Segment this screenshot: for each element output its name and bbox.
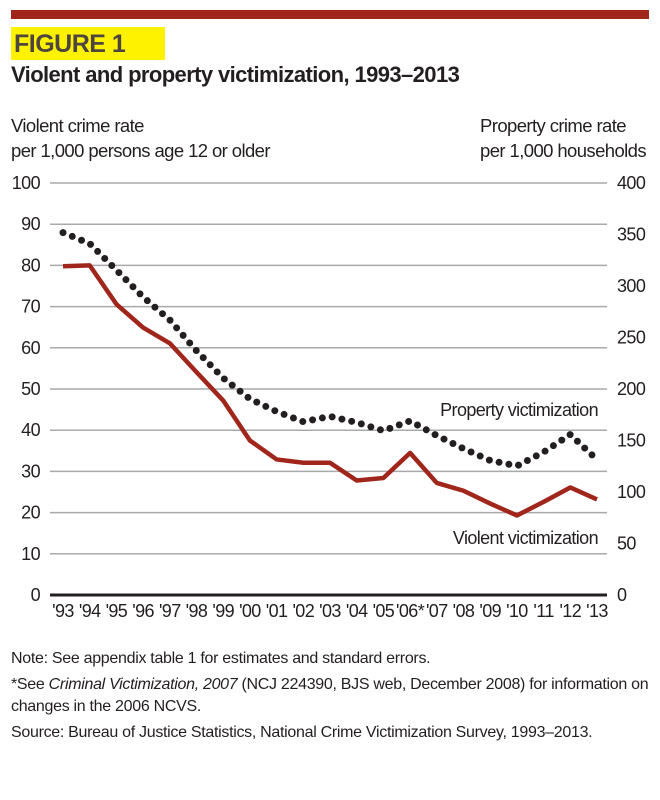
left-axis-label: Violent crime rate per 1,000 persons age… (11, 113, 271, 163)
x-tick-label: '05 (373, 601, 395, 621)
right-tick-label: 150 (617, 431, 646, 451)
x-tick-label: '96 (132, 601, 154, 621)
chart-title: Violent and property victimization, 1993… (11, 62, 460, 87)
right-tick-label: 200 (617, 379, 646, 399)
x-tick-label: '02 (292, 601, 314, 621)
right-tick-label: 250 (617, 328, 646, 348)
right-axis-label-line: per 1,000 households (480, 140, 647, 161)
left-axis-label-line: Violent crime rate (11, 115, 144, 136)
right-tick-label: 400 (617, 173, 646, 193)
x-tick-label: '07 (426, 601, 448, 621)
left-axis-label-line: per 1,000 persons age 12 or older (11, 140, 271, 161)
right-tick-label: 100 (617, 482, 646, 502)
x-tick-label: '94 (79, 601, 101, 621)
notes: Note: See appendix table 1 for estimates… (11, 648, 651, 748)
left-tick-label: 80 (21, 255, 40, 275)
x-tick-label: '98 (186, 601, 208, 621)
figure-label-text: FIGURE 1 (14, 30, 126, 58)
violent-series-label: Violent victimization (453, 528, 598, 548)
violent-victimization-line (62, 263, 598, 518)
x-tick-label: '00 (239, 601, 261, 621)
x-tick-label: '11 (533, 601, 554, 621)
right-axis-label: Property crime rate per 1,000 households (480, 113, 647, 163)
left-tick-label: 40 (21, 420, 40, 440)
x-tick-label: '06* (396, 601, 425, 621)
source-text: Source: Bureau of Justice Statistics, Na… (11, 724, 593, 741)
right-axis-label-line: Property crime rate (480, 115, 627, 136)
x-tick-label: '12 (559, 601, 581, 621)
x-tick-label: '03 (319, 601, 341, 621)
left-tick-label: 50 (21, 379, 40, 399)
x-tick-label: '10 (506, 601, 528, 621)
left-tick-label: 30 (21, 461, 40, 481)
left-tick-label: 90 (21, 214, 40, 234)
right-tick-label: 50 (617, 534, 636, 554)
left-tick-label: 20 (21, 503, 40, 523)
top-accent-bar (11, 10, 649, 19)
note-text: Note: See appendix table 1 for estimates… (11, 650, 431, 667)
left-tick-label: 0 (31, 585, 41, 605)
right-tick-label: 350 (617, 225, 646, 245)
left-tick-label: 60 (21, 338, 40, 358)
right-tick-label: 0 (617, 585, 627, 605)
x-tick-label: '09 (479, 601, 501, 621)
left-tick-label: 70 (21, 297, 40, 317)
property-series-label: Property victimization (440, 400, 598, 420)
right-tick-label: 300 (617, 276, 646, 296)
figure-label: FIGURE 1 (11, 27, 165, 60)
x-tick-label: '95 (106, 601, 128, 621)
x-tick-label: '01 (266, 601, 288, 621)
left-tick-label: 100 (12, 173, 41, 193)
x-tick-label: '97 (159, 601, 181, 621)
property-victimization-line (59, 229, 601, 470)
footnote-italic: Criminal Victimization, 2007 (48, 676, 238, 693)
x-tick-label: '93 (52, 601, 74, 621)
footnote: *See Criminal Victimization, 2007 (NCJ 2… (11, 674, 651, 718)
line-chart: 0 10 20 30 40 50 60 70 80 90 100 0 50 100 150 200 250 300… (12, 173, 647, 621)
x-tick-label: '13 (586, 601, 608, 621)
footnote-pre: *See (11, 676, 49, 693)
footnote-post: (NCJ 224390, BJS web, December 2008) for… (11, 676, 649, 715)
left-tick-label: 10 (21, 544, 40, 564)
x-tick-label: '04 (346, 601, 368, 621)
x-tick-label: '99 (212, 601, 234, 621)
x-tick-label: '08 (453, 601, 475, 621)
